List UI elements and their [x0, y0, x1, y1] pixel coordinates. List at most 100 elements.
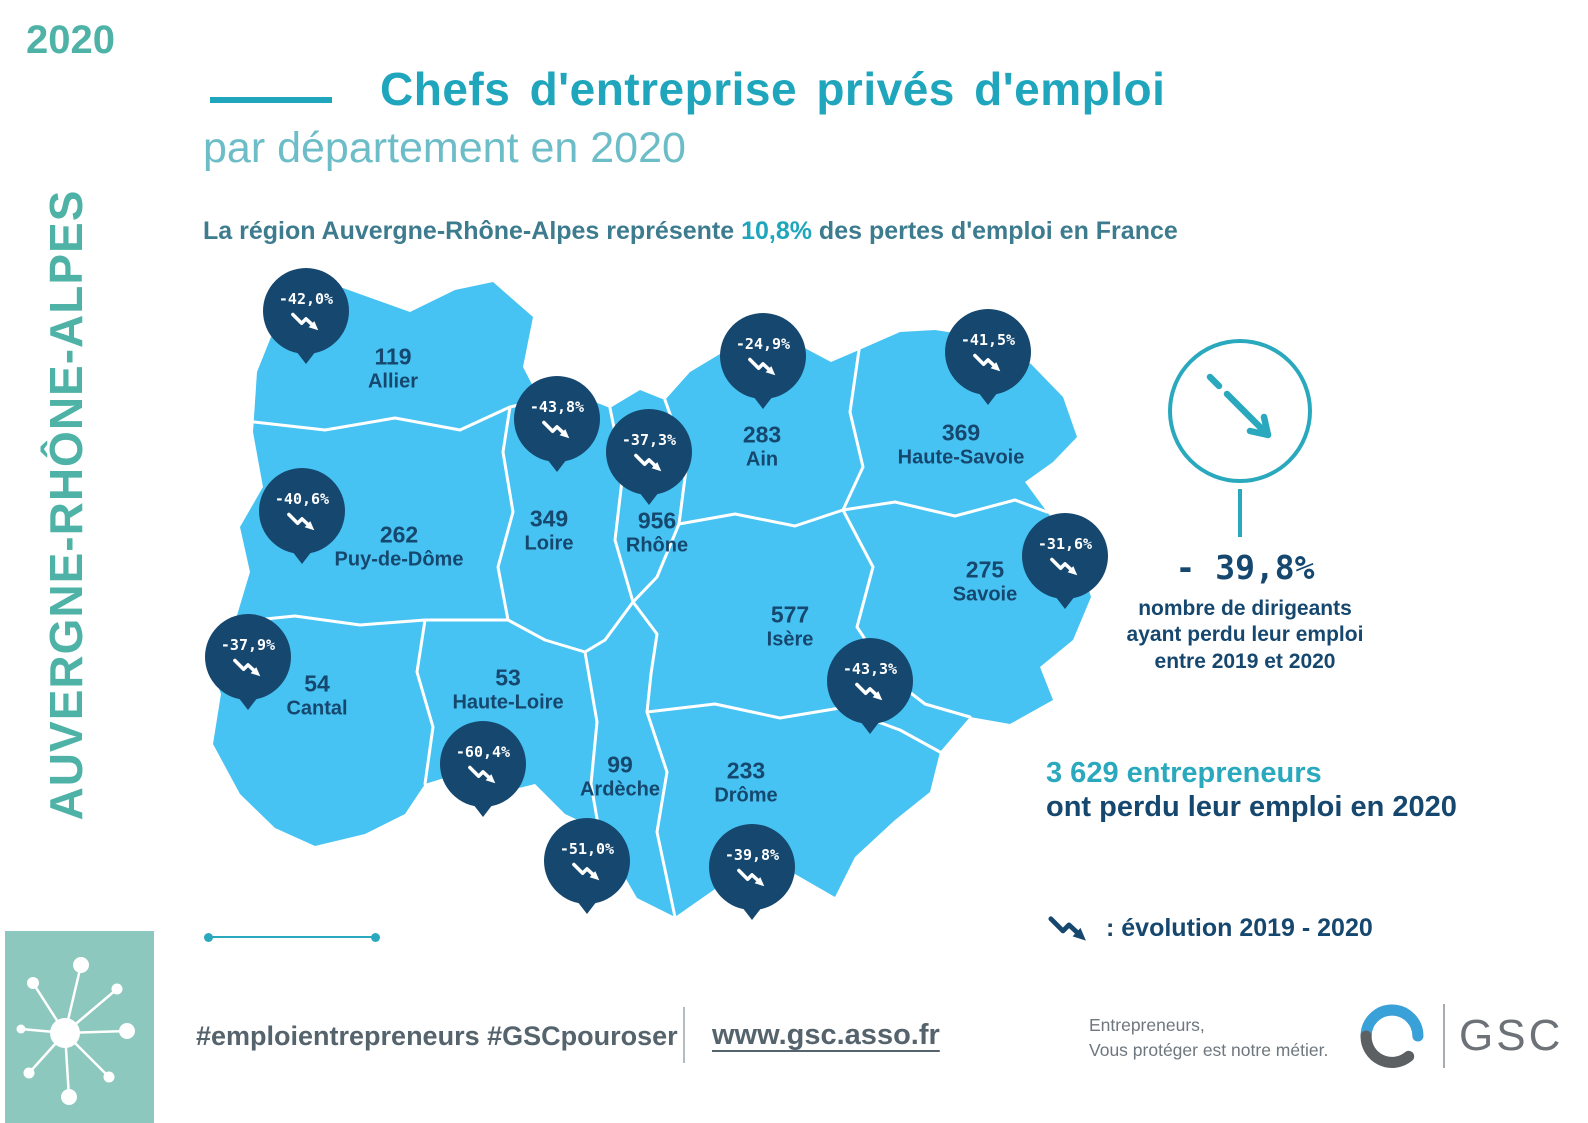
dept-label-allier: 119 Allier — [368, 344, 418, 395]
evolution-circle — [1168, 339, 1312, 483]
brand-tagline: Entrepreneurs, Vous protéger est notre m… — [1089, 1013, 1328, 1062]
hashtags: #emploientrepreneurs #GSCpouroser — [196, 1021, 678, 1051]
badge-percentage: -51,0% — [559, 840, 615, 858]
corner-decoration — [5, 931, 154, 1123]
badge-percentage: -40,6% — [274, 490, 330, 508]
dept-label-savoie: 275 Savoie — [953, 557, 1017, 608]
dept-name: Drôme — [714, 784, 778, 807]
dept-label-ardeche: 99 Ardèche — [580, 752, 660, 803]
map-underline-decoration — [204, 932, 380, 942]
evolution-badge-cantal: -37,9% — [205, 614, 291, 700]
badge-percentage: -31,6% — [1037, 535, 1093, 553]
dept-label-puy-de-dome: 262 Puy-de-Dôme — [335, 522, 464, 573]
dept-name: Haute-Loire — [452, 691, 564, 714]
region-map: 119 Allier 262 Puy-de-Dôme 54 Cantal 53 Haut… — [195, 268, 1110, 937]
dept-name: Loire — [524, 532, 574, 555]
gsc-swirl-icon — [1360, 1004, 1424, 1068]
footer-divider — [683, 1007, 685, 1063]
dept-label-haute-savoie: 369 Haute-Savoie — [898, 420, 1025, 471]
badge-percentage: -24,9% — [735, 335, 791, 353]
evolution-badge-loire: -43,8% — [514, 376, 600, 462]
dept-name: Cantal — [286, 697, 348, 720]
trend-down-icon — [748, 356, 778, 377]
page-title: Chefs d'entreprise privés d'emploi — [380, 63, 1166, 115]
dept-name: Rhône — [625, 534, 689, 557]
dept-value: 349 — [529, 505, 569, 532]
region-evolution-value: - 39,8% — [1175, 548, 1315, 587]
dept-value: 53 — [495, 664, 521, 691]
dept-name: Haute-Savoie — [897, 446, 1025, 469]
tagline-line2: Vous protéger est notre métier. — [1089, 1039, 1329, 1060]
badge-percentage: -43,3% — [842, 660, 898, 678]
evolution-badge-allier: -42,0% — [263, 268, 349, 354]
dept-label-ain: 283 Ain — [743, 422, 781, 473]
logo-text: GSC — [1459, 1011, 1564, 1060]
trend-down-icon — [1050, 556, 1080, 577]
dept-value: 369 — [941, 419, 981, 446]
evolution-badge-haute-loire: -60,4% — [440, 721, 526, 807]
dept-name: Ain — [745, 448, 779, 471]
evolution-badge-isere: -43,3% — [827, 638, 913, 724]
trend-down-icon — [468, 764, 498, 785]
connector-line — [1238, 489, 1242, 537]
badge-percentage: -42,0% — [278, 290, 334, 308]
dept-value: 119 — [374, 343, 412, 370]
dept-value: 54 — [304, 670, 330, 697]
badge-percentage: -39,8% — [724, 846, 780, 864]
year-label: 2020 — [26, 18, 115, 62]
network-molecule-icon — [16, 957, 135, 1105]
evolution-badge-rhone: -37,3% — [606, 409, 692, 495]
evolution-badge-haute-savoie: -41,5% — [945, 309, 1031, 395]
trend-down-icon — [291, 311, 321, 332]
dept-name: Isère — [766, 628, 814, 651]
gsc-logo: GSC — [1355, 998, 1563, 1074]
evolution-badge-puy-de-dome: -40,6% — [259, 468, 345, 554]
dept-name: Puy-de-Dôme — [334, 548, 464, 571]
trend-down-icon — [855, 681, 885, 702]
trend-down-icon — [572, 861, 602, 882]
region-evolution-caption: nombre de dirigeants ayant perdu leur em… — [1126, 597, 1364, 673]
dept-value: 577 — [770, 601, 810, 628]
page-subtitle: par département en 2020 — [203, 124, 686, 172]
dept-name: Allier — [367, 370, 419, 393]
big-trend-arrow-icon — [1206, 373, 1272, 439]
trend-down-icon — [1048, 914, 1090, 943]
dept-label-haute-loire: 53 Haute-Loire — [452, 665, 563, 716]
badge-percentage: -41,5% — [960, 331, 1016, 349]
badge-percentage: -37,9% — [220, 636, 276, 654]
intro-part3: des pertes d'emploi en France — [811, 217, 1178, 245]
evolution-badge-savoie: -31,6% — [1022, 513, 1108, 599]
legend: : évolution 2019 - 2020 — [1048, 914, 1373, 943]
dept-name: Ardèche — [579, 778, 661, 801]
dept-value: 283 — [742, 421, 782, 448]
badge-percentage: -37,3% — [621, 431, 677, 449]
dept-label-drome: 233 Drôme — [714, 758, 777, 809]
intro-part1: La région Auvergne-Rhône-Alpes — [203, 217, 600, 245]
trend-down-icon — [542, 419, 572, 440]
title-accent-line — [210, 97, 332, 103]
dept-value: 99 — [607, 751, 633, 778]
evolution-badge-ain: -24,9% — [720, 313, 806, 399]
trend-down-icon — [634, 452, 664, 473]
trend-down-icon — [287, 511, 317, 532]
intro-highlight: 10,8% — [741, 217, 812, 245]
dept-label-loire: 349 Loire — [525, 506, 574, 557]
badge-percentage: -60,4% — [455, 743, 511, 761]
website-link[interactable]: www.gsc.asso.fr — [712, 1019, 940, 1051]
region-vertical-title: AUVERGNE-RHÔNE-ALPES — [40, 189, 92, 821]
total-entrepreneurs: 3 629 entrepreneurs — [1046, 757, 1322, 789]
intro-part2: représente — [599, 217, 742, 245]
dept-label-cantal: 54 Cantal — [286, 671, 347, 722]
trend-down-icon — [737, 867, 767, 888]
evolution-badge-ardeche: -51,0% — [544, 818, 630, 904]
total-entrepreneurs-caption: ont perdu leur emploi en 2020 — [1046, 791, 1457, 823]
logo-divider — [1443, 1004, 1445, 1068]
evolution-badge-drome: -39,8% — [709, 824, 795, 910]
intro-line: La région Auvergne-Rhône-Alpes représent… — [203, 217, 1178, 246]
dept-value: 275 — [965, 556, 1005, 583]
legend-label: : évolution 2019 - 2020 — [1106, 914, 1373, 942]
dept-value: 956 — [637, 507, 677, 534]
tagline-line1: Entrepreneurs, — [1089, 1015, 1205, 1035]
badge-percentage: -43,8% — [529, 398, 585, 416]
